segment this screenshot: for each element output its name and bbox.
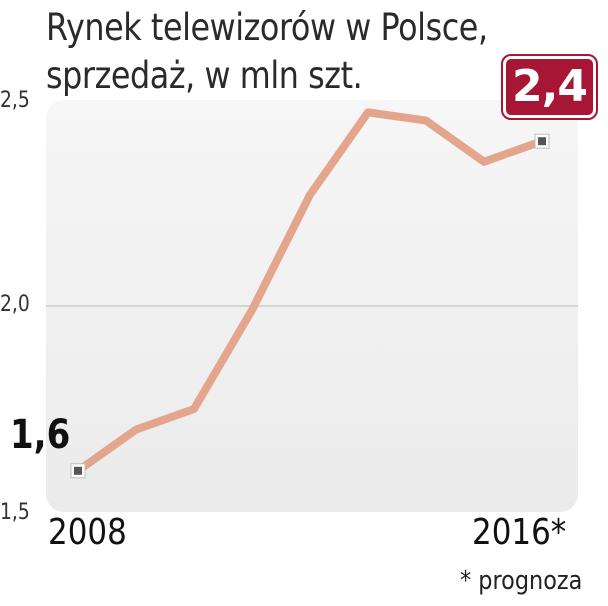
y-tick-label-2-0: 2,0 (0, 292, 30, 317)
x-tick-label-end: 2016* (472, 512, 567, 553)
y-tick-label-2-5: 2,5 (0, 88, 30, 113)
start-point-marker-core (74, 466, 82, 475)
chart-title-line-1: Rynek telewizorów w Polsce, (46, 6, 488, 49)
series-line (74, 108, 546, 475)
y-tick-label-1-5: 1,5 (0, 500, 30, 525)
x-tick-label-start: 2008 (48, 512, 127, 553)
chart-title-line-2: sprzedaż, w mln szt. (46, 54, 363, 97)
footnote: * prognoza (460, 566, 583, 596)
chart-title: Rynek telewizorów w Polsce, sprzedaż, w … (46, 4, 488, 100)
end-value-badge: 2,4 (501, 54, 598, 120)
start-value-label: 1,6 (10, 412, 71, 458)
end-point-marker-core (538, 137, 546, 146)
